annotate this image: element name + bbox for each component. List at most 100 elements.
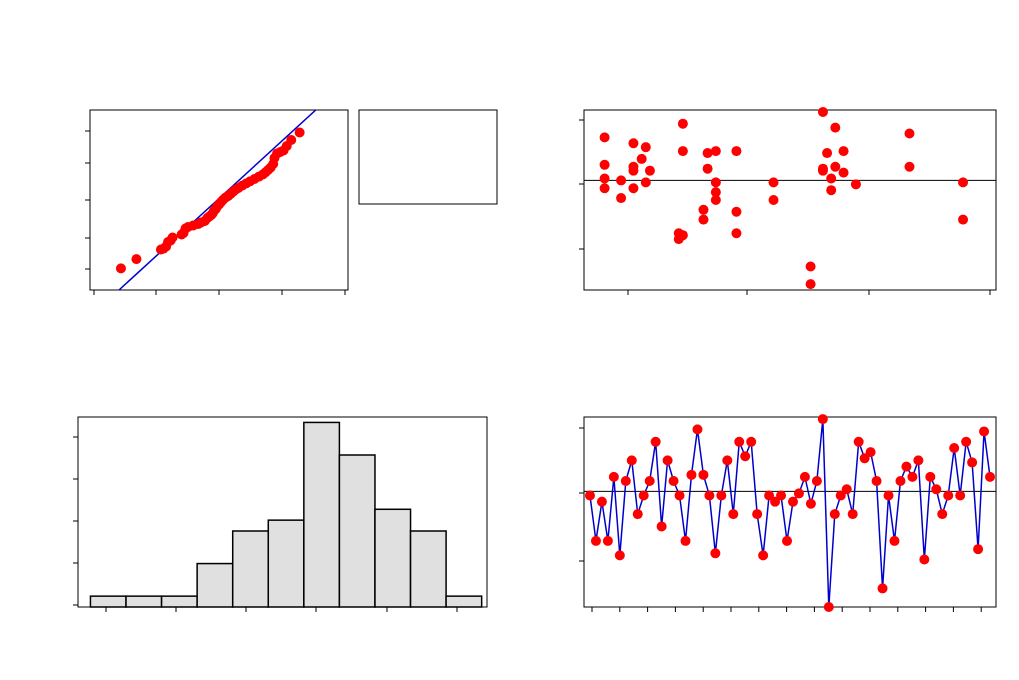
residual-fit-point bbox=[826, 173, 837, 184]
histogram-bar bbox=[267, 519, 305, 608]
residual-order-point bbox=[632, 509, 643, 520]
residual-fit-point bbox=[636, 153, 647, 164]
residual-order-point bbox=[740, 451, 751, 462]
residuals-vs-order-frame bbox=[583, 416, 997, 608]
residual-order-point bbox=[787, 496, 798, 507]
residual-fit-point bbox=[710, 195, 721, 205]
residual-fit-point bbox=[677, 118, 688, 129]
residual-order-point bbox=[644, 476, 655, 487]
residual-order-point bbox=[907, 471, 918, 482]
residual-order-point bbox=[877, 583, 888, 594]
residuals-vs-order-panel bbox=[579, 414, 997, 612]
statistics-box bbox=[358, 109, 498, 205]
residual-fit-point bbox=[958, 177, 969, 188]
residual-fit-point bbox=[731, 146, 742, 157]
histogram-ticks bbox=[73, 436, 458, 612]
residual-fit-point bbox=[731, 228, 742, 239]
residual-order-point bbox=[811, 476, 822, 487]
residual-order-point bbox=[961, 436, 972, 447]
residual-order-point bbox=[668, 476, 679, 487]
normal-plot-point bbox=[294, 127, 305, 138]
residual-order-point bbox=[835, 490, 846, 501]
residual-order-point bbox=[620, 476, 631, 487]
residual-order-point bbox=[889, 535, 900, 546]
residual-order-point bbox=[943, 490, 954, 501]
residual-fit-point bbox=[817, 165, 828, 176]
residual-order-point bbox=[680, 535, 691, 546]
residual-fit-point bbox=[710, 177, 721, 188]
residual-fit-point bbox=[628, 138, 639, 149]
residual-fit-point bbox=[768, 195, 779, 205]
residual-order-point bbox=[650, 436, 661, 447]
residual-order-point bbox=[985, 471, 996, 482]
residual-fit-point bbox=[805, 261, 816, 272]
residual-order-point bbox=[596, 496, 607, 507]
residual-order-point bbox=[883, 490, 894, 501]
normal-plot-point bbox=[278, 145, 289, 156]
histogram-bar bbox=[338, 454, 376, 608]
residual-order-point bbox=[752, 509, 763, 520]
residual-order-point bbox=[722, 455, 733, 466]
residual-fit-point bbox=[628, 183, 639, 194]
residual-order-point bbox=[758, 550, 769, 561]
residual-order-point bbox=[817, 414, 828, 425]
residual-fit-point bbox=[822, 148, 833, 159]
residual-order-point bbox=[692, 424, 703, 435]
residual-fit-point bbox=[702, 163, 713, 174]
histogram-bar bbox=[445, 595, 483, 608]
residual-fit-point bbox=[838, 167, 849, 178]
residual-order-point bbox=[608, 471, 619, 482]
residual-order-point bbox=[782, 535, 793, 546]
residual-order-point bbox=[764, 490, 775, 501]
residual-fit-point bbox=[698, 204, 709, 215]
residual-order-point bbox=[776, 490, 787, 501]
residual-fit-point bbox=[616, 193, 627, 204]
residual-order-point bbox=[698, 469, 709, 480]
histogram-panel bbox=[73, 416, 488, 612]
normal-plot-ticks bbox=[85, 130, 346, 295]
residual-order-point bbox=[859, 453, 870, 464]
residual-fit-point bbox=[628, 165, 639, 176]
residuals-vs-fits-points bbox=[599, 106, 969, 290]
residual-order-point bbox=[674, 490, 685, 501]
histogram-bars bbox=[89, 421, 483, 608]
residual-order-point bbox=[746, 436, 757, 447]
residual-order-point bbox=[728, 509, 739, 520]
residual-fit-point bbox=[640, 142, 651, 153]
residual-fit-point bbox=[838, 146, 849, 157]
residual-fit-point bbox=[817, 106, 828, 117]
residual-order-point bbox=[895, 476, 906, 487]
residual-order-point bbox=[829, 509, 840, 520]
residuals-vs-fits-ticks bbox=[579, 119, 991, 295]
residual-order-point bbox=[710, 548, 721, 559]
residual-fit-point bbox=[768, 177, 779, 188]
residual-order-point bbox=[823, 602, 834, 612]
residual-fit-point bbox=[677, 230, 688, 241]
residual-order-point bbox=[626, 455, 637, 466]
residual-order-point bbox=[770, 496, 781, 507]
residuals-vs-fits-frame bbox=[583, 109, 997, 291]
residuals-vs-order-line bbox=[589, 418, 991, 608]
residual-order-point bbox=[734, 436, 745, 447]
residual-fit-point bbox=[710, 187, 721, 198]
residual-order-point bbox=[913, 455, 924, 466]
histogram-bar bbox=[89, 595, 127, 608]
residual-fit-point bbox=[904, 128, 915, 139]
residual-fit-point bbox=[616, 175, 627, 186]
residual-fit-point bbox=[599, 183, 610, 194]
histogram-bar bbox=[409, 530, 447, 608]
residual-fit-point bbox=[599, 159, 610, 170]
residual-order-point bbox=[919, 554, 930, 565]
histogram-bar bbox=[303, 421, 341, 608]
residual-order-point bbox=[602, 535, 613, 546]
normal-plot-point bbox=[286, 135, 297, 145]
histogram-bar bbox=[125, 595, 163, 608]
residual-order-point bbox=[937, 509, 948, 520]
normal-probability-panel bbox=[85, 109, 349, 295]
residual-fit-point bbox=[850, 179, 861, 190]
residual-fit-point bbox=[830, 122, 841, 133]
normal-plot-point bbox=[115, 263, 126, 274]
residual-order-point bbox=[925, 471, 936, 482]
residual-order-point bbox=[853, 436, 864, 447]
